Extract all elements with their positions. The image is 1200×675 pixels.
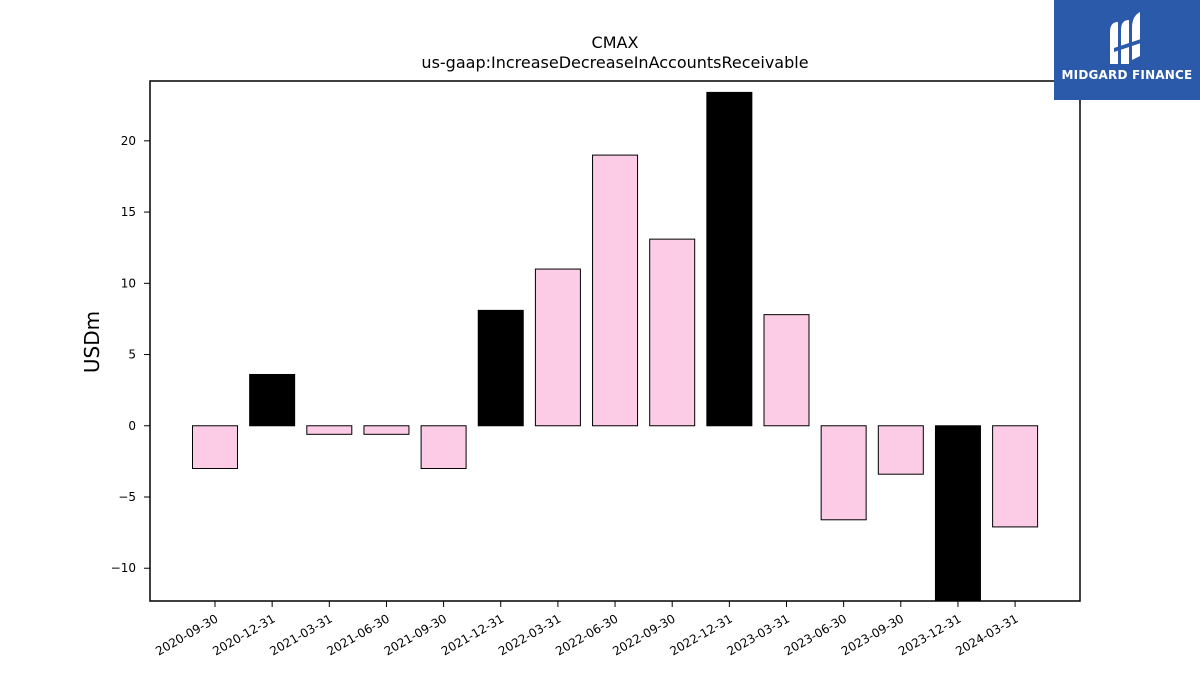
bar-2022-03-31	[534, 268, 581, 427]
x-tick-label: 2021-09-30	[382, 611, 449, 658]
y-tick-label: 15	[121, 205, 136, 219]
y-tick-label: −10	[111, 561, 136, 575]
bar-2021-12-31	[477, 309, 524, 427]
bar-2020-12-31	[249, 373, 296, 427]
bars-group	[192, 91, 1039, 602]
y-tick-label: 5	[128, 348, 136, 362]
bar-2022-12-31	[706, 91, 753, 427]
x-tick-label: 2023-12-31	[896, 611, 963, 658]
bar-2022-06-30	[592, 154, 639, 427]
bar-2024-03-31	[992, 425, 1039, 528]
x-tick-label: 2024-03-31	[953, 611, 1020, 658]
x-tick-label: 2022-03-31	[496, 611, 563, 658]
x-axis-ticks: 2020-09-302020-12-312021-03-312021-06-30…	[153, 601, 1021, 658]
bar-2023-09-30	[877, 425, 924, 475]
x-tick-label: 2022-09-30	[610, 611, 677, 658]
x-tick-label: 2023-03-31	[725, 611, 792, 658]
y-tick-label: 0	[128, 419, 136, 433]
brand-name: MIDGARD FINANCE	[1061, 68, 1193, 82]
y-tick-label: 20	[121, 134, 136, 148]
x-tick-label: 2021-12-31	[439, 611, 506, 658]
x-tick-label: 2023-06-30	[782, 611, 849, 658]
x-tick-label: 2021-03-31	[267, 611, 334, 658]
chart-title: CMAX	[592, 33, 639, 52]
plot-frame	[149, 80, 1081, 602]
bar-2022-09-30	[649, 238, 696, 427]
x-tick-label: 2021-06-30	[325, 611, 392, 658]
bar-2023-06-30	[820, 425, 867, 521]
y-tick-label: −5	[118, 490, 136, 504]
x-tick-label: 2020-09-30	[153, 611, 220, 658]
y-axis-ticks: −10 −5 0 5 10 15 20	[111, 134, 150, 575]
bar-2023-03-31	[763, 314, 810, 427]
bar-2021-03-31	[306, 425, 353, 435]
midgard-m-logo-icon	[1110, 12, 1144, 64]
x-tick-label: 2022-12-31	[667, 611, 734, 658]
x-tick-label: 2023-09-30	[839, 611, 906, 658]
x-tick-label: 2020-12-31	[210, 611, 277, 658]
y-axis-label: USDm	[80, 311, 104, 373]
brand-logo: MIDGARD FINANCE	[1054, 0, 1200, 100]
bar-2021-09-30	[420, 425, 467, 470]
bar-2021-06-30	[363, 425, 410, 435]
bar-2023-12-31	[934, 425, 981, 602]
y-tick-label: 10	[121, 276, 136, 290]
bar-2020-09-30	[192, 425, 238, 470]
x-tick-label: 2022-06-30	[553, 611, 620, 658]
chart-subtitle: us-gaap:IncreaseDecreaseInAccountsReceiv…	[421, 53, 808, 72]
